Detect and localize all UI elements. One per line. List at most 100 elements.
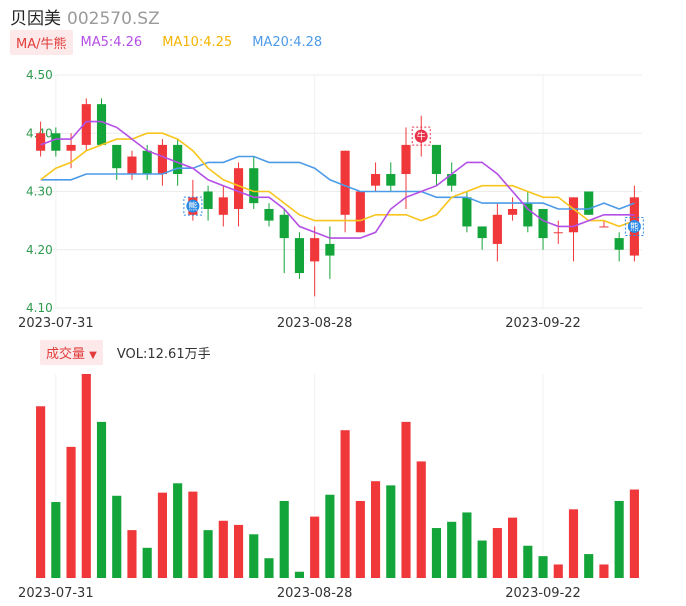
volume-bar[interactable]: [508, 517, 518, 578]
candle-body[interactable]: [96, 104, 107, 145]
candle-body[interactable]: [66, 144, 76, 151]
volume-bar[interactable]: [629, 489, 639, 578]
candle-body[interactable]: [294, 238, 305, 274]
volume-bar[interactable]: [325, 494, 335, 578]
candle-body[interactable]: [325, 243, 335, 256]
candle-body[interactable]: [492, 214, 502, 244]
volume-bar[interactable]: [523, 545, 533, 578]
candle-body[interactable]: [401, 144, 411, 175]
candle-body[interactable]: [127, 156, 137, 175]
volume-value: VOL:12.61万手: [116, 346, 211, 362]
volume-x-tick-label: 2023-07-31: [18, 586, 94, 601]
ma10-line: [40, 132, 635, 228]
candle-body[interactable]: [355, 191, 365, 233]
candle-body[interactable]: [599, 226, 609, 228]
bear-icon[interactable]: [186, 199, 200, 213]
ma-legend: MA/牛熊 MA5:4.26 MA10:4.25 MA20:4.28: [10, 29, 342, 55]
stock-title: 贝因美 002570.SZ: [10, 4, 160, 29]
volume-bar[interactable]: [340, 430, 350, 578]
candle-body[interactable]: [538, 208, 548, 239]
volume-bar[interactable]: [370, 481, 381, 578]
candle-body[interactable]: [310, 238, 320, 262]
candle-body[interactable]: [386, 174, 396, 186]
candle-body[interactable]: [431, 144, 442, 175]
stock-name: 贝因美: [10, 9, 61, 29]
candle-body[interactable]: [218, 197, 228, 215]
volume-bar[interactable]: [447, 521, 457, 578]
volume-bar[interactable]: [568, 509, 579, 578]
volume-bar[interactable]: [96, 421, 107, 578]
volume-bar[interactable]: [584, 554, 594, 578]
y-tick-label: 4.30: [26, 185, 53, 199]
volume-bar[interactable]: [36, 406, 46, 578]
volume-bar[interactable]: [233, 524, 244, 578]
candle-body[interactable]: [36, 133, 46, 151]
ma-toggle-button[interactable]: MA/牛熊: [10, 29, 73, 55]
marker-frame: [411, 126, 431, 146]
candle-body[interactable]: [523, 203, 533, 227]
ma5-value: MA5:4.26: [80, 34, 143, 50]
volume-bar[interactable]: [203, 530, 213, 578]
volume-bar[interactable]: [112, 495, 122, 578]
volume-bar[interactable]: [462, 512, 472, 578]
candle-body[interactable]: [173, 144, 183, 175]
candle-body[interactable]: [340, 150, 350, 215]
candle-body[interactable]: [614, 238, 624, 250]
candle-body[interactable]: [279, 214, 289, 239]
volume-bar[interactable]: [279, 500, 289, 578]
volume-bar[interactable]: [401, 421, 411, 578]
volume-bar[interactable]: [477, 540, 487, 578]
volume-bar[interactable]: [218, 520, 228, 578]
volume-bar[interactable]: [386, 485, 396, 578]
volume-bar[interactable]: [355, 500, 365, 578]
volume-bar[interactable]: [294, 571, 305, 578]
candle-body[interactable]: [447, 174, 457, 186]
candle-body[interactable]: [81, 104, 91, 145]
volume-bar[interactable]: [599, 564, 609, 578]
bear-icon[interactable]: [627, 219, 641, 233]
candle-body[interactable]: [157, 144, 167, 175]
candle-body[interactable]: [112, 144, 122, 169]
candle-body[interactable]: [264, 208, 274, 221]
ma20-line: [40, 155, 635, 210]
volume-bar[interactable]: [173, 483, 183, 578]
candle-body[interactable]: [553, 232, 563, 234]
dropdown-arrow-icon: ▼: [89, 349, 97, 361]
candle-body[interactable]: [584, 191, 594, 215]
bull-icon[interactable]: [414, 129, 428, 143]
volume-bar[interactable]: [431, 528, 442, 578]
volume-bar[interactable]: [142, 547, 152, 578]
volume-indicator-select[interactable]: 成交量 ▼: [40, 339, 103, 365]
candle-body[interactable]: [477, 226, 487, 239]
volume-bar[interactable]: [310, 516, 320, 578]
bull-icon-label: 牛: [417, 131, 426, 143]
volume-bar[interactable]: [553, 564, 563, 578]
volume-bar[interactable]: [127, 530, 137, 578]
volume-bar[interactable]: [416, 461, 426, 578]
volume-bar[interactable]: [614, 500, 624, 578]
volume-x-tick-label: 2023-09-22: [505, 586, 581, 601]
volume-bar[interactable]: [157, 492, 167, 578]
volume-bar[interactable]: [66, 446, 76, 578]
y-tick-label: 4.50: [26, 68, 53, 82]
volume-bar[interactable]: [264, 558, 274, 578]
volume-bar[interactable]: [492, 528, 502, 578]
y-tick-label: 4.20: [26, 243, 53, 257]
volume-bar[interactable]: [188, 491, 198, 578]
stock-code: 002570.SZ: [67, 9, 160, 29]
candle-body[interactable]: [233, 168, 244, 209]
volume-bar[interactable]: [81, 374, 91, 578]
volume-bar[interactable]: [51, 502, 61, 578]
ma20-value: MA20:4.28: [252, 34, 323, 50]
volume-bar[interactable]: [249, 534, 259, 578]
candle-body[interactable]: [142, 150, 152, 175]
candle-body[interactable]: [508, 208, 518, 215]
candle-body[interactable]: [568, 197, 579, 233]
candle-body[interactable]: [462, 197, 472, 227]
volume-bar[interactable]: [538, 556, 548, 578]
candle-body[interactable]: [203, 191, 213, 209]
candle-body[interactable]: [51, 133, 61, 151]
candle-body[interactable]: [249, 168, 259, 204]
candle-body[interactable]: [370, 174, 381, 186]
